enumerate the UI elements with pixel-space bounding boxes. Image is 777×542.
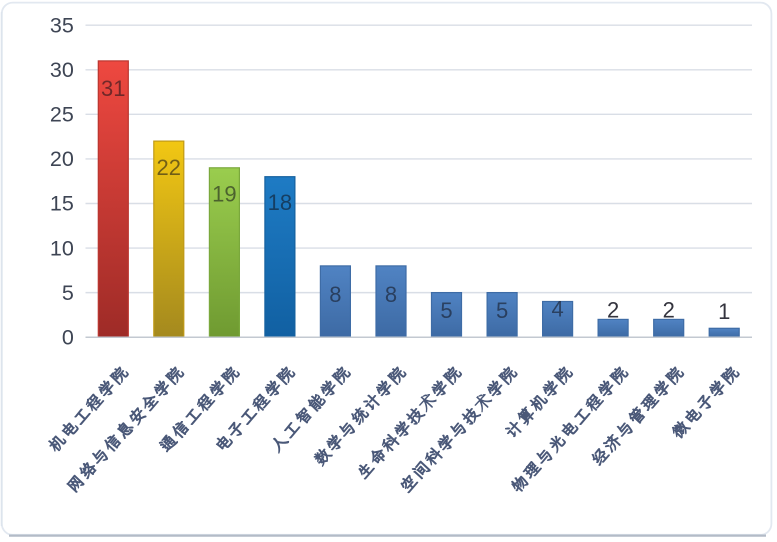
svg-text:2: 2 <box>607 298 619 323</box>
svg-text:2: 2 <box>663 298 675 323</box>
svg-text:15: 15 <box>50 192 74 216</box>
svg-text:18: 18 <box>268 190 292 215</box>
svg-text:35: 35 <box>50 13 74 37</box>
svg-text:5: 5 <box>62 281 74 305</box>
svg-text:8: 8 <box>385 282 397 307</box>
svg-text:19: 19 <box>212 182 236 207</box>
svg-text:25: 25 <box>50 103 74 127</box>
svg-text:10: 10 <box>50 236 74 260</box>
svg-text:31: 31 <box>101 76 125 101</box>
svg-text:5: 5 <box>496 298 508 323</box>
svg-text:22: 22 <box>157 155 181 180</box>
svg-text:1: 1 <box>718 299 730 324</box>
svg-text:0: 0 <box>62 325 74 349</box>
svg-text:5: 5 <box>440 298 452 323</box>
svg-text:20: 20 <box>50 147 74 171</box>
svg-text:30: 30 <box>50 58 74 82</box>
svg-text:8: 8 <box>329 282 341 307</box>
svg-text:4: 4 <box>551 297 563 322</box>
